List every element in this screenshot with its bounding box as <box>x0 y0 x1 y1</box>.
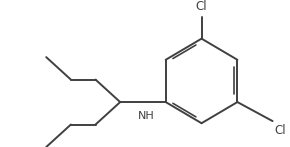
Text: NH: NH <box>137 111 154 121</box>
Text: Cl: Cl <box>274 124 286 137</box>
Text: Cl: Cl <box>196 0 207 13</box>
